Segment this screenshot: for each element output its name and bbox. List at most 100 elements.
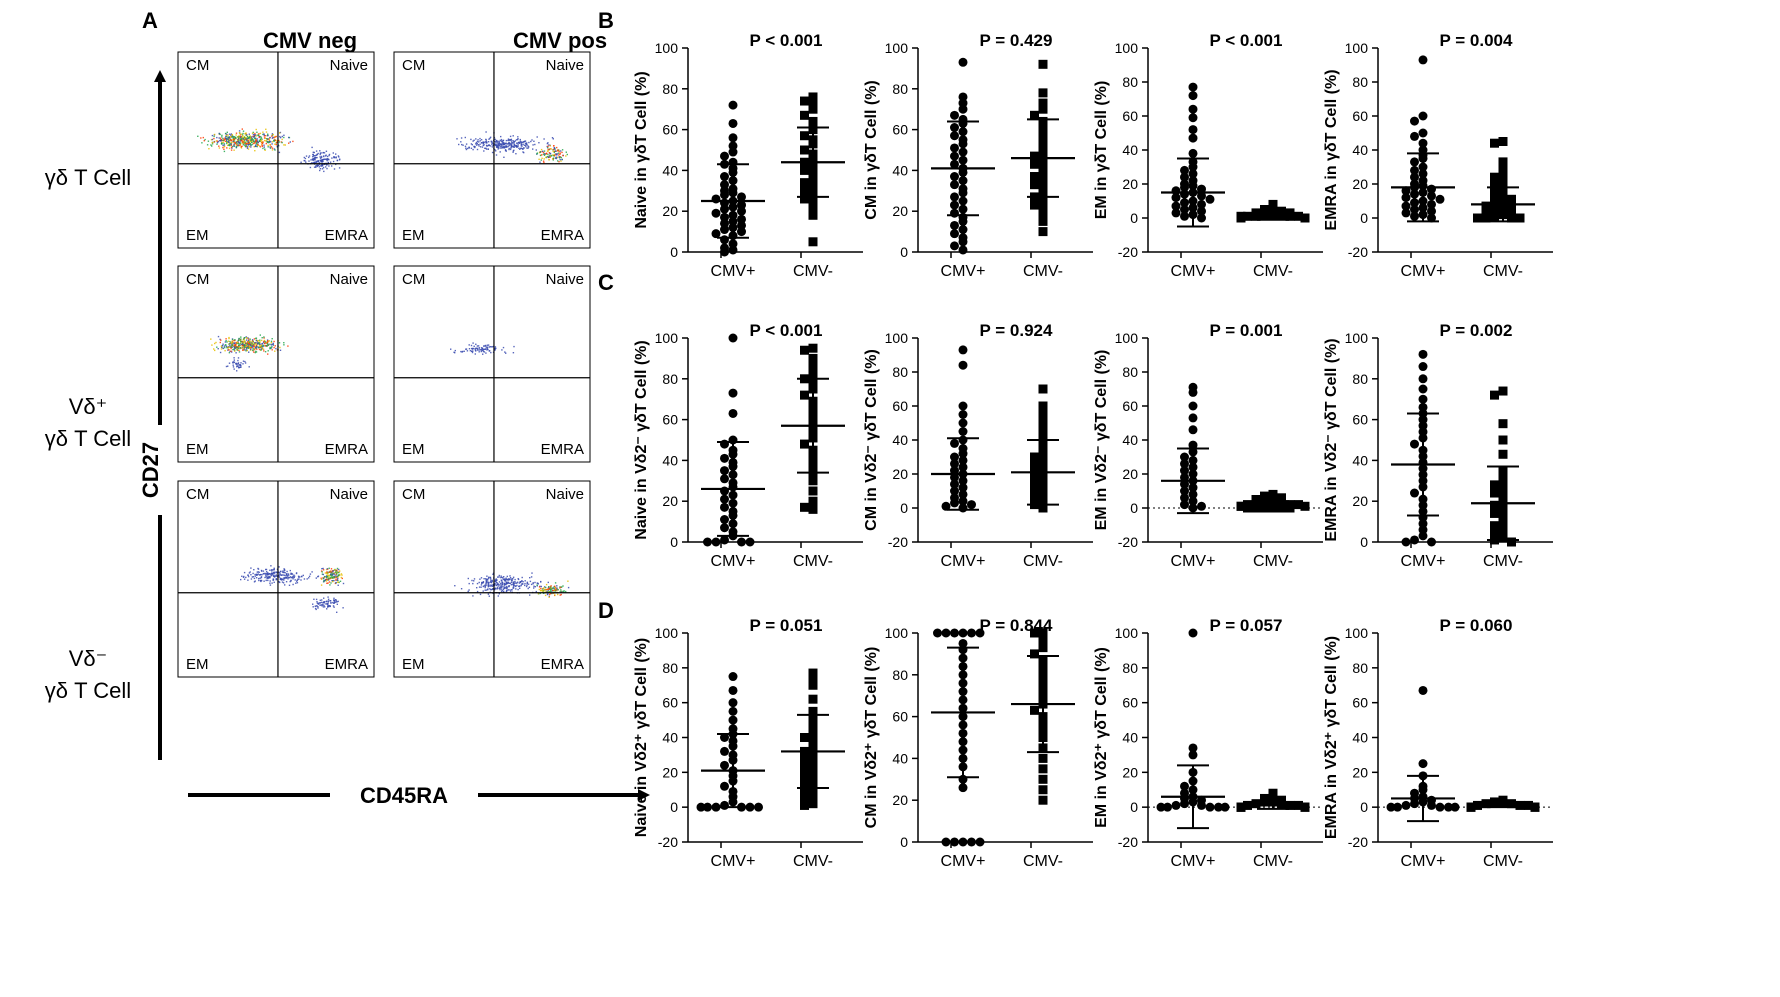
event-dot: [549, 588, 551, 591]
event-dot: [312, 153, 314, 156]
event-dot: [341, 577, 343, 580]
event-dot: [497, 141, 499, 143]
event-dot: [538, 142, 540, 144]
event-dot: [556, 150, 559, 152]
event-dot: [246, 349, 248, 352]
event-dot: [502, 590, 505, 592]
data-point: [1180, 172, 1189, 182]
event-dot: [516, 581, 519, 583]
event-dot: [225, 340, 227, 342]
event-dot: [238, 366, 240, 369]
event-dot: [487, 148, 489, 150]
event-dot: [484, 147, 486, 149]
y-tick-label: 100: [885, 330, 909, 346]
event-dot: [335, 156, 337, 158]
event-dot: [498, 593, 500, 595]
event-dot: [239, 364, 241, 366]
event-dot: [331, 157, 333, 159]
event-dot: [560, 160, 562, 162]
event-dot: [499, 139, 501, 142]
event-dot: [271, 349, 273, 351]
event-dot: [342, 582, 345, 585]
data-point: [720, 515, 729, 525]
event-dot: [336, 579, 338, 581]
event-dot: [512, 352, 515, 354]
event-dot: [498, 576, 500, 578]
event-dot: [314, 157, 316, 159]
event-dot: [247, 574, 249, 576]
data-point: [1038, 227, 1048, 237]
event-dot: [244, 141, 246, 143]
event-dot: [283, 344, 285, 346]
event-dot: [223, 142, 225, 145]
event-dot: [500, 576, 502, 579]
event-dot: [542, 151, 545, 154]
data-point: [1268, 489, 1278, 499]
data-point: [1030, 472, 1039, 482]
group-cmv-neg: CMV-: [781, 668, 845, 870]
event-dot: [232, 348, 234, 351]
event-dot: [235, 363, 237, 365]
data-point: [1220, 802, 1230, 812]
quadrant-label-naive: Naive: [546, 271, 584, 288]
event-dot: [465, 143, 468, 145]
event-dot: [536, 584, 538, 586]
col-header-cmv-pos: CMV pos: [513, 28, 607, 53]
event-dot: [227, 134, 229, 136]
event-dot: [326, 568, 328, 570]
event-dot: [554, 150, 556, 152]
event-dot: [548, 595, 550, 598]
event-dot: [505, 578, 507, 580]
event-dot: [273, 139, 276, 141]
event-dot: [498, 581, 501, 583]
y-axis-label: EM in γδT Cell (%): [1093, 81, 1110, 220]
event-dot: [237, 363, 239, 365]
data-point: [1418, 55, 1428, 65]
group-label: CMV+: [1171, 263, 1216, 280]
event-dot: [485, 347, 487, 349]
event-dot: [228, 147, 231, 150]
event-dot: [219, 338, 221, 341]
y-tick-label: 80: [662, 660, 678, 676]
data-point: [728, 133, 738, 143]
event-dot: [328, 165, 330, 167]
event-dot: [504, 149, 507, 151]
event-dot: [224, 132, 227, 135]
event-dot: [273, 581, 275, 583]
event-dot: [262, 572, 265, 575]
data-point: [1450, 802, 1460, 812]
event-dot: [469, 350, 472, 352]
event-dot: [338, 568, 340, 571]
event-dot: [528, 141, 530, 144]
event-dot: [254, 139, 257, 141]
data-point: [1180, 459, 1189, 469]
event-dot: [244, 360, 246, 363]
event-dot: [472, 582, 474, 585]
event-dot: [486, 578, 488, 580]
event-dot: [551, 137, 554, 139]
event-dot: [486, 346, 488, 348]
data-point: [728, 698, 738, 708]
event-dot: [269, 136, 271, 139]
data-point: [1038, 216, 1048, 226]
event-dot: [509, 575, 511, 577]
event-dot: [239, 342, 241, 345]
event-dot: [234, 136, 237, 138]
event-dot: [238, 140, 240, 142]
event-dot: [239, 143, 241, 146]
event-dot: [231, 139, 233, 141]
event-dot: [515, 144, 518, 147]
data-point: [1418, 759, 1428, 769]
event-dot: [272, 579, 274, 581]
event-dot: [227, 144, 229, 147]
event-dot: [332, 152, 334, 154]
event-dot: [297, 575, 300, 577]
event-dot: [225, 138, 228, 141]
event-dot: [284, 569, 286, 572]
event-dot: [476, 140, 479, 143]
y-tick-label: -20: [1118, 244, 1138, 260]
event-dot: [539, 589, 542, 592]
event-dot: [508, 148, 510, 151]
